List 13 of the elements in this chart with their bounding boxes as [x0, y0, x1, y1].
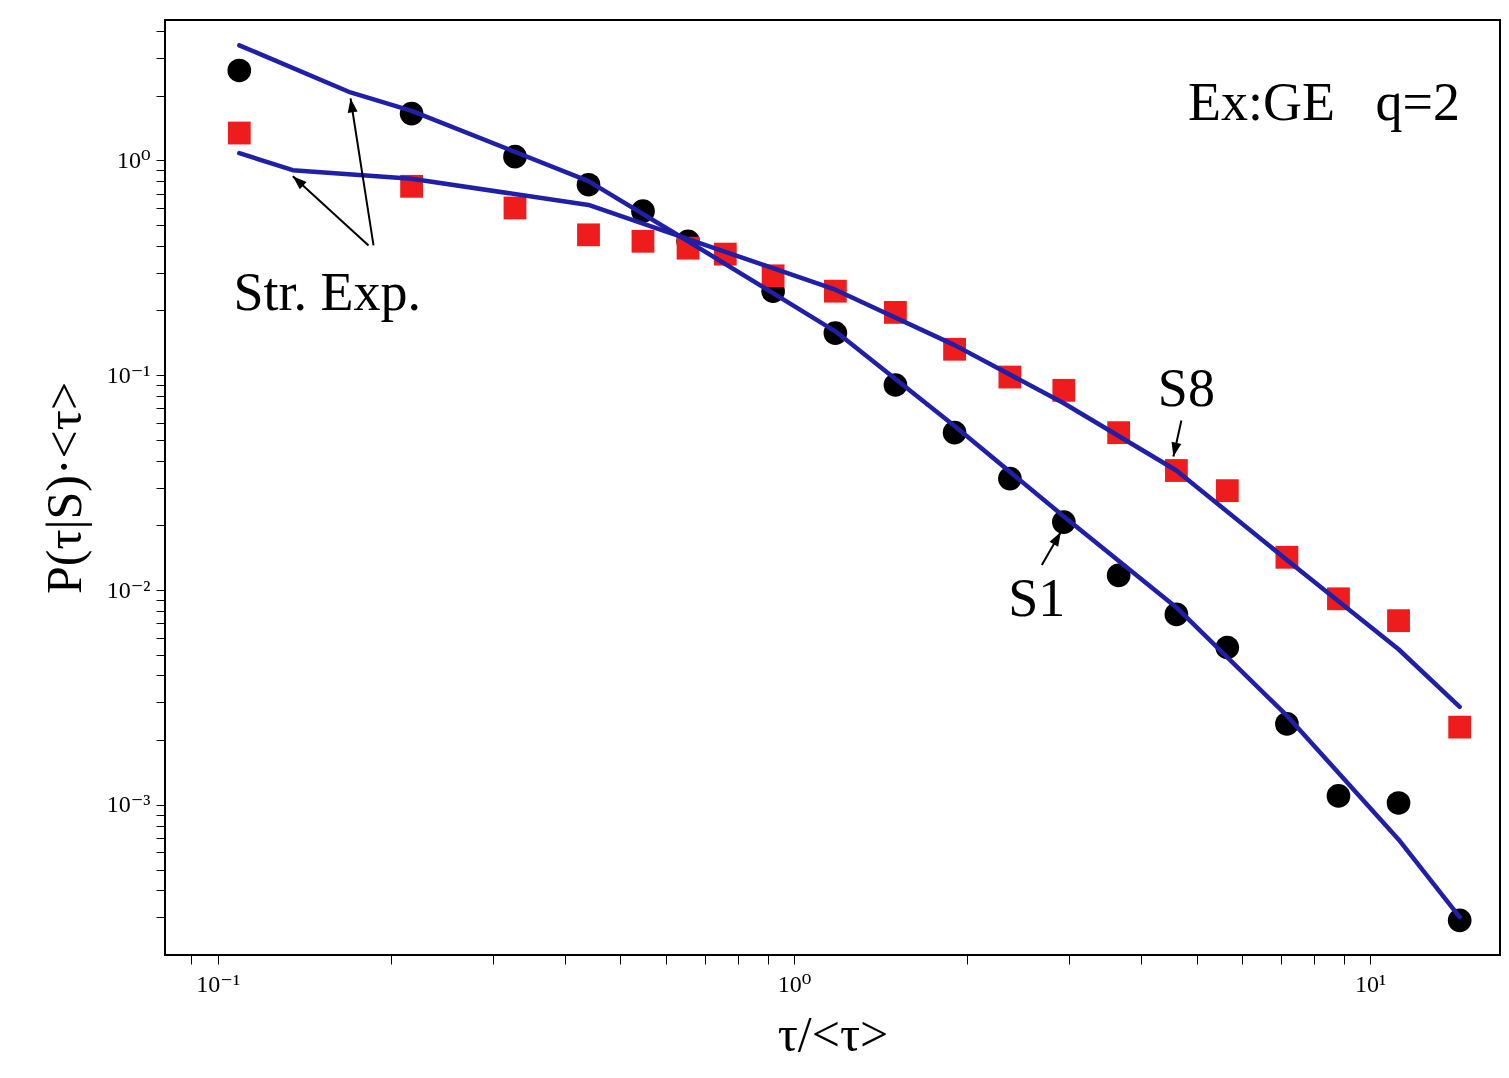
- y-axis-title: P(τ|S)·<τ>: [35, 381, 92, 595]
- x-axis-title: τ/<τ>: [777, 1005, 889, 1062]
- series-label: S8: [1157, 358, 1215, 419]
- legend-label: S1: [1008, 568, 1066, 629]
- y-tick-label: 10⁻²: [106, 576, 151, 603]
- x-tick-label: 10¹: [1355, 970, 1387, 997]
- y-tick-label: 10⁻¹: [106, 361, 151, 388]
- y-tick-label: 10⁻³: [106, 791, 151, 818]
- x-tick-label: 10⁻¹: [196, 970, 241, 997]
- annotation: Str. Exp.: [233, 262, 422, 323]
- x-tick-label: 10⁰: [777, 970, 812, 997]
- annotation: Ex:GE q=2: [1188, 72, 1460, 132]
- y-tick-label: 10⁰: [116, 146, 151, 173]
